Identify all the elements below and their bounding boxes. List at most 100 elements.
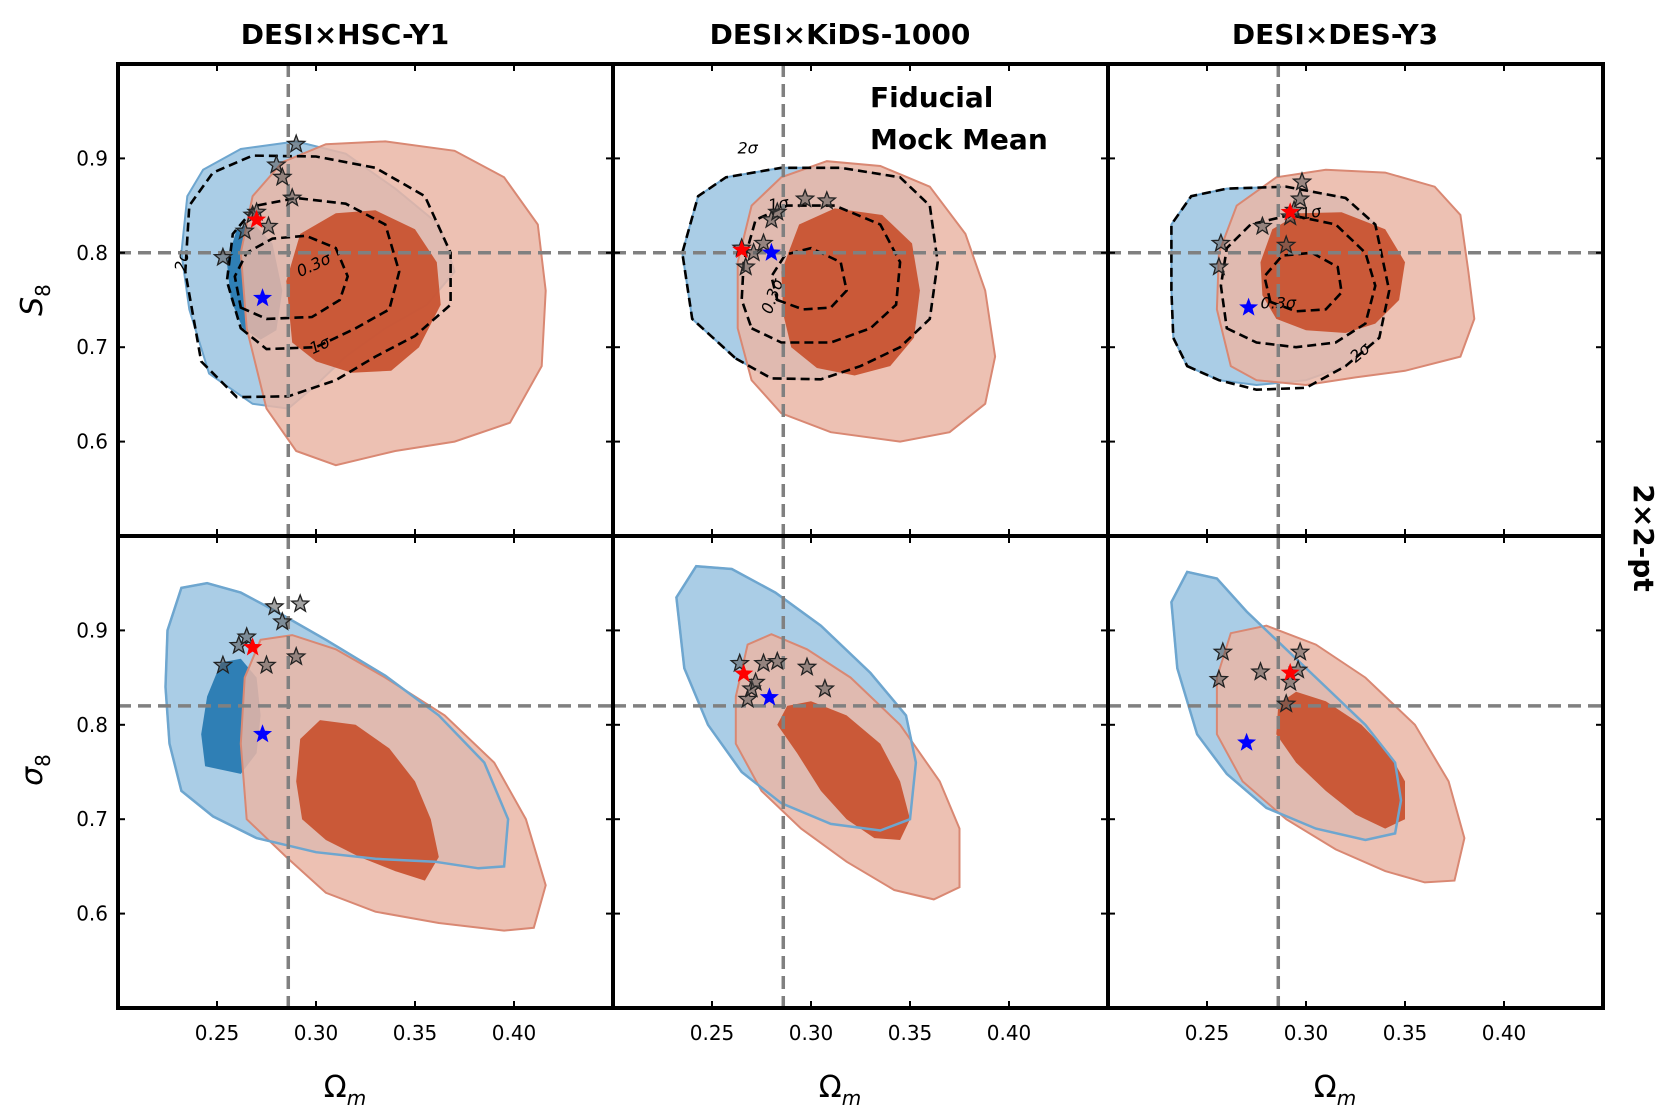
sample-star (1208, 668, 1230, 689)
fiducial-star (253, 724, 273, 743)
mock-mean-star (1280, 202, 1300, 221)
x-tick-label: 0.25 (690, 1021, 735, 1045)
y-tick-label: 0.6 (76, 430, 108, 454)
y-axis-label-bottom: σ8 (15, 754, 55, 786)
sample-star (285, 133, 307, 154)
sample-star (1289, 188, 1311, 208)
x-axis-label-main: Ω (819, 1070, 842, 1105)
sigma-contour-2 (233, 234, 350, 321)
x-axis-label-col3: Ωm (1314, 1070, 1356, 1110)
x-axis-label-sub: m (347, 1086, 366, 1110)
fiducial-star (253, 288, 273, 307)
x-axis-label-col2: Ωm (819, 1070, 861, 1110)
y-axis-label-sub: 8 (31, 284, 55, 297)
fiducial-star (761, 242, 781, 261)
sample-star (281, 187, 303, 207)
contour-label: 2σ (171, 249, 193, 273)
column-title-des: DESI×DES-Y3 (1232, 18, 1438, 51)
sample-star (1210, 232, 1232, 253)
contour-label: 0.3σ (1260, 293, 1296, 312)
sigma-contour-1 (1219, 213, 1377, 349)
mock-mean-star (732, 240, 752, 259)
sample-star (289, 593, 311, 613)
x-tick-label: 0.25 (195, 1021, 240, 1045)
sample-star (1208, 256, 1230, 276)
mock-inner-contour (777, 701, 910, 840)
x-tick-label: 0.25 (1185, 1021, 1230, 1045)
sample-star (1279, 671, 1301, 692)
sample-star (1275, 234, 1297, 255)
sample-star (212, 654, 234, 675)
x-tick-label: 0.35 (888, 1021, 933, 1045)
y-tick-label: 0.8 (76, 713, 108, 737)
legend-mock-mean: Mock Mean (870, 123, 1048, 156)
sample-star (1252, 215, 1273, 236)
sample-star (258, 215, 279, 236)
x-tick-label: 0.40 (1482, 1021, 1527, 1045)
y-axis-label-main: σ (15, 766, 50, 786)
sample-star (767, 650, 788, 671)
panel-1-0 (118, 536, 613, 1008)
mock-inner-contour (296, 720, 439, 881)
legend-fiducial: Fiducial (870, 81, 993, 114)
sample-star (272, 611, 293, 631)
x-tick-label: 0.30 (1284, 1021, 1329, 1045)
fiducial-outer-outline (164, 581, 510, 870)
mock-inner-contour (781, 208, 920, 376)
y-tick-label: 0.7 (76, 335, 108, 359)
y-axis-label-sub: 8 (31, 754, 55, 767)
mock-mean-star (247, 209, 267, 228)
panel-frame (1106, 534, 1605, 1010)
sample-star (234, 220, 256, 240)
panel-1-2 (1108, 536, 1603, 1008)
sample-star (816, 190, 838, 210)
y-tick-label: 0.8 (76, 241, 108, 265)
x-tick-label: 0.40 (492, 1021, 537, 1045)
sample-star (735, 256, 756, 276)
x-axis-label-col1: Ωm (324, 1070, 366, 1110)
sample-star (1275, 693, 1297, 713)
y-tick-label: 0.9 (76, 146, 108, 170)
x-tick-label: 0.30 (294, 1021, 339, 1045)
fiducial-star (759, 687, 779, 706)
sample-star (753, 652, 774, 673)
sample-star (729, 652, 751, 673)
sample-star (228, 634, 250, 655)
sample-star (256, 654, 277, 675)
y-tick-label: 0.9 (76, 618, 108, 642)
sample-star (212, 246, 234, 267)
sigma-contour-1 (225, 196, 401, 351)
y-axis-label-main: S (15, 297, 50, 316)
y-axis-label-top: S8 (15, 284, 55, 316)
sample-star (1291, 171, 1313, 191)
sigma-contour-0 (680, 166, 940, 381)
column-title-kids: DESI×KiDS-1000 (710, 18, 971, 51)
sample-star (1250, 661, 1271, 681)
sample-star (767, 201, 788, 222)
y-tick-label: 0.6 (76, 902, 108, 926)
x-axis-label-main: Ω (324, 1070, 347, 1105)
sample-star (236, 626, 258, 646)
sample-star (753, 232, 774, 253)
sigma-contour-2 (1262, 251, 1343, 313)
fiducial-outer-outline (675, 564, 918, 832)
mock-mean-star (243, 637, 263, 656)
x-tick-label: 0.30 (789, 1021, 834, 1045)
ticks: 0.25 0.30 0.35 0.40 (613, 536, 1108, 1045)
fiducial-outer-outline (1170, 570, 1403, 842)
column-title-hsc: DESI×HSC-Y1 (241, 18, 449, 51)
row-label: 2×2-pt (1627, 484, 1660, 591)
sample-star (814, 678, 836, 698)
sigma-contour-0 (183, 154, 452, 399)
sample-star (745, 671, 766, 692)
sample-star (794, 188, 816, 208)
sample-star (264, 595, 285, 616)
sample-star (796, 656, 818, 677)
x-axis-label-main: Ω (1314, 1070, 1337, 1105)
contour-label: 2σ (737, 139, 758, 158)
fiducial-star (1237, 732, 1257, 751)
